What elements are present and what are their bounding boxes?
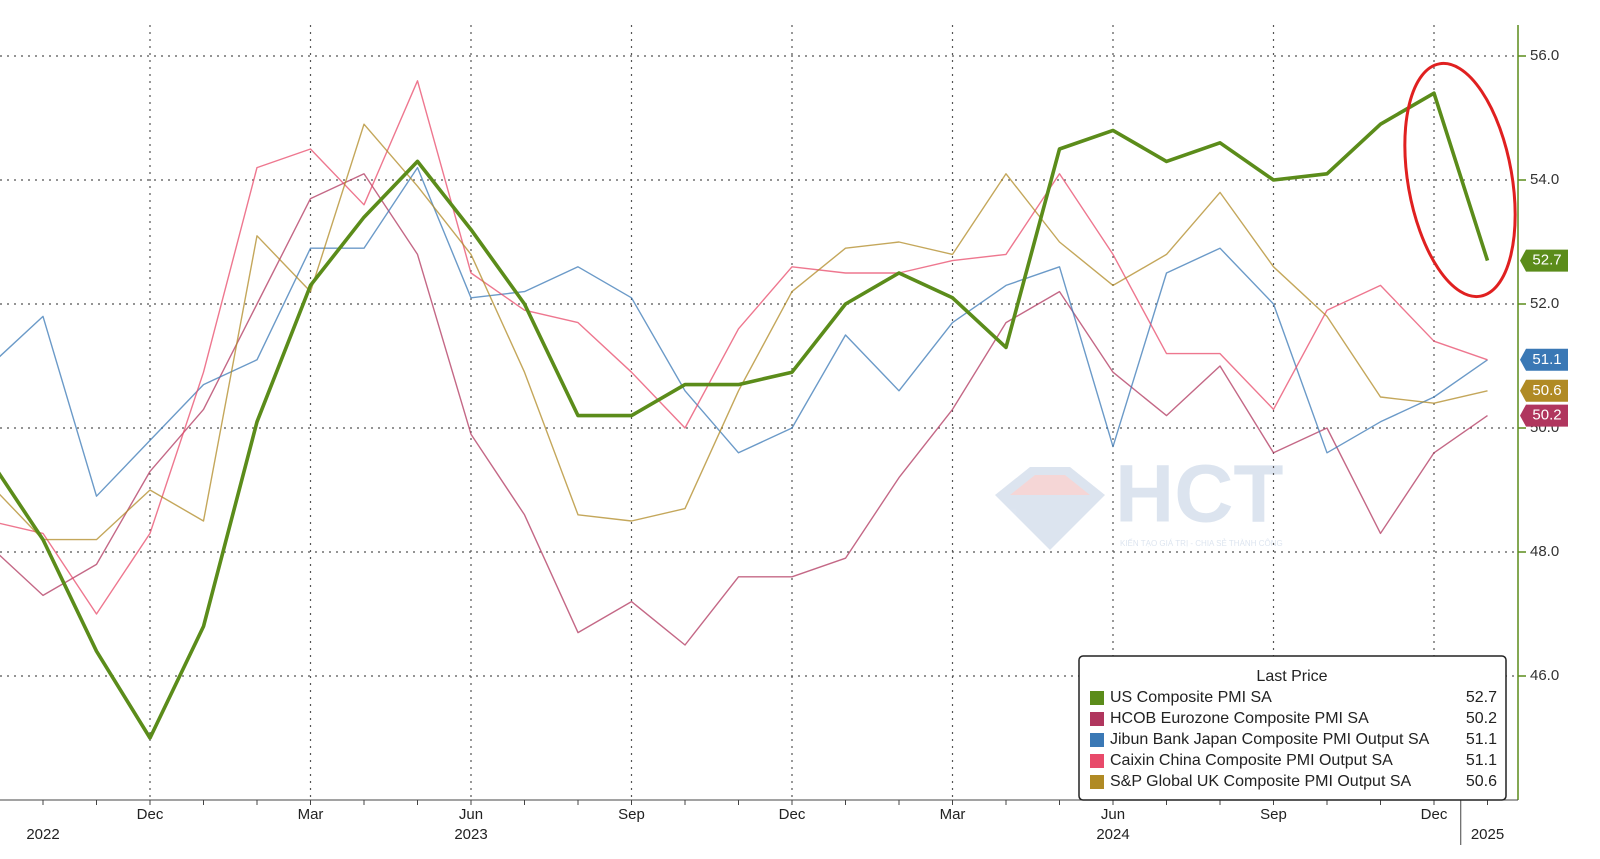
x-tick-label: Jun [459, 806, 483, 823]
legend-swatch [1090, 733, 1104, 747]
last-value-label: 50.2 [1532, 407, 1561, 424]
y-tick-label: 52.0 [1530, 295, 1559, 312]
legend-swatch [1090, 754, 1104, 768]
legend-value: 50.6 [1466, 773, 1497, 790]
legend-swatch [1090, 691, 1104, 705]
x-tick-label: Mar [298, 806, 324, 823]
year-label: 2022 [26, 826, 59, 843]
legend-value: 51.1 [1466, 731, 1497, 748]
x-tick-label: Dec [779, 806, 806, 823]
legend: Last Price US Composite PMI SA 52.7 HCOB E… [1078, 655, 1507, 801]
watermark-tagline: KIẾN TẠO GIÁ TRỊ - CHIA SẺ THÀNH CÔNG [1120, 538, 1283, 548]
watermark-text: HCT [1115, 449, 1284, 540]
series-line [0, 91, 1490, 740]
y-tick-label: 48.0 [1530, 543, 1559, 560]
legend-label: HCOB Eurozone Composite PMI SA [1110, 710, 1369, 727]
y-tick-label: 54.0 [1530, 171, 1559, 188]
watermark: HCT KIẾN TẠO GIÁ TRỊ - CHIA SẺ THÀNH CÔN… [995, 449, 1284, 550]
x-tick-label: Mar [940, 806, 966, 823]
watermark-logo [1010, 475, 1090, 495]
legend-box [1078, 655, 1507, 801]
legend-value: 52.7 [1466, 689, 1497, 706]
last-value-tag [1520, 379, 1568, 402]
x-tick-label: Dec [137, 806, 164, 823]
series-line [0, 80, 1488, 615]
year-label: 2025 [1471, 826, 1504, 843]
year-label: 2024 [1096, 826, 1129, 843]
legend-swatch [1090, 775, 1104, 789]
legend-label: S&P Global UK Composite PMI Output SA [1110, 773, 1412, 790]
last-value-tag [1520, 348, 1568, 371]
legend-value: 50.2 [1466, 710, 1497, 727]
last-value-label: 52.7 [1532, 252, 1561, 269]
legend-value: 51.1 [1466, 752, 1497, 769]
last-value-label: 50.6 [1532, 382, 1561, 399]
legend-title: Last Price [1256, 668, 1327, 685]
last-value-label: 51.1 [1532, 351, 1561, 368]
y-tick-label: 56.0 [1530, 47, 1559, 64]
y-tick-label: 46.0 [1530, 667, 1559, 684]
series-line [0, 166, 1488, 497]
x-tick-label: Jun [1101, 806, 1125, 823]
x-tick-label: Dec [1421, 806, 1448, 823]
year-label: 2023 [454, 826, 487, 843]
plot-area [0, 80, 1490, 740]
last-value-tag [1520, 404, 1568, 427]
last-value-tag [1520, 249, 1568, 272]
x-tick-label: Sep [1260, 806, 1287, 823]
legend-label: Caixin China Composite PMI Output SA [1110, 752, 1393, 769]
highlight-ellipse [1403, 61, 1517, 299]
x-tick-label: Sep [618, 806, 645, 823]
series-line [0, 173, 1488, 646]
legend-label: Jibun Bank Japan Composite PMI Output SA [1110, 731, 1430, 748]
series-line [0, 123, 1488, 541]
watermark-logo [995, 467, 1105, 550]
legend-swatch [1090, 712, 1104, 726]
legend-label: US Composite PMI SA [1110, 689, 1272, 706]
